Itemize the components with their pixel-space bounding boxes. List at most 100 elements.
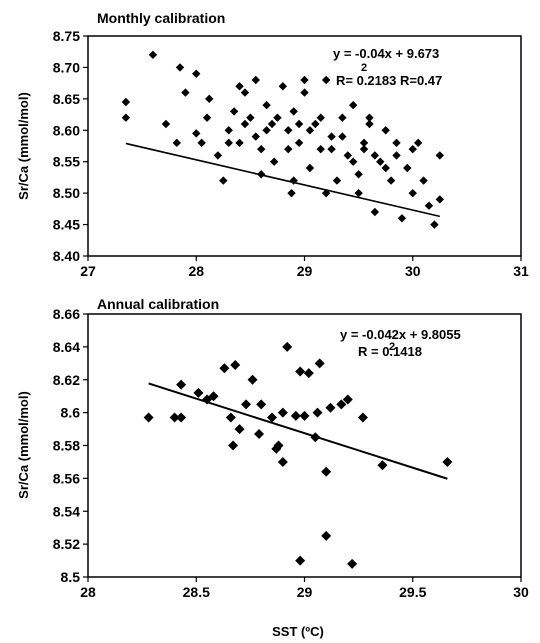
monthly-data-point bbox=[267, 119, 277, 129]
annual-x-tick-label: 28.5 bbox=[183, 584, 210, 600]
monthly-data-point bbox=[354, 170, 363, 179]
monthly-data-point bbox=[316, 144, 325, 154]
annual-equation: y = -0.042x + 9.8055 bbox=[340, 327, 461, 342]
monthly-axis-ticks: 27 28 29 30 31 8.40 8.45 8.50 8.55 8.60 8.65 8.70 8.… bbox=[53, 28, 529, 279]
monthly-x-tick-label: 31 bbox=[513, 263, 529, 279]
monthly-data-point bbox=[161, 119, 171, 129]
monthly-data-point bbox=[359, 138, 369, 148]
monthly-data-point bbox=[213, 151, 223, 160]
monthly-data-point bbox=[224, 126, 233, 135]
monthly-data-point bbox=[269, 157, 279, 166]
annual-y-tick-label: 8.5 bbox=[61, 569, 81, 585]
annual-data-point bbox=[442, 456, 453, 467]
annual-data-point bbox=[176, 412, 187, 423]
annual-data-point bbox=[254, 428, 265, 439]
monthly-data-point bbox=[408, 188, 417, 198]
annual-data-point bbox=[256, 399, 267, 410]
monthly-data-point bbox=[381, 126, 390, 135]
annual-data-point bbox=[219, 363, 230, 374]
annual-data-point bbox=[312, 407, 323, 418]
monthly-data-point bbox=[219, 176, 228, 185]
monthly-data-point bbox=[305, 163, 315, 173]
shared-x-axis-label: SST (ºC) bbox=[272, 624, 324, 639]
monthly-data-point bbox=[365, 113, 374, 122]
monthly-data-point bbox=[294, 138, 304, 148]
monthly-data-point bbox=[202, 113, 212, 122]
monthly-x-tick-label: 27 bbox=[80, 263, 96, 279]
monthly-data-point bbox=[349, 100, 358, 110]
annual-trendline bbox=[148, 382, 448, 480]
monthly-data-point bbox=[430, 220, 439, 229]
annual-data-point bbox=[347, 558, 358, 569]
monthly-data-point bbox=[175, 63, 185, 72]
monthly-data-point bbox=[284, 126, 293, 135]
monthly-data-point bbox=[287, 188, 296, 198]
annual-data-point bbox=[176, 379, 187, 390]
monthly-data-point bbox=[148, 50, 158, 60]
monthly-y-tick-label: 8.50 bbox=[53, 185, 80, 201]
monthly-data-point bbox=[386, 176, 396, 185]
monthly-data-point bbox=[251, 132, 260, 141]
monthly-chart: Monthly calibration Sr/Ca (mmol/mol) 27 2… bbox=[16, 10, 529, 279]
annual-axis-ticks: 28 28.5 29 29.5 30 8.5 8.52 8.54 8.56 8.58 8.6 8.62… bbox=[53, 306, 529, 600]
monthly-data-point bbox=[359, 144, 369, 154]
monthly-data-point bbox=[257, 144, 266, 154]
annual-data-point bbox=[377, 460, 388, 471]
monthly-data-point bbox=[205, 94, 214, 104]
monthly-y-tick-label: 8.65 bbox=[53, 91, 80, 107]
monthly-data-point bbox=[392, 151, 401, 160]
annual-data-point bbox=[241, 399, 252, 410]
annual-y-tick-label: 8.52 bbox=[53, 536, 80, 552]
monthly-data-point bbox=[365, 119, 374, 129]
annual-y-tick-label: 8.56 bbox=[53, 470, 80, 486]
annual-data-point bbox=[342, 394, 353, 405]
monthly-data-point bbox=[321, 75, 331, 85]
annual-data-point bbox=[314, 358, 325, 369]
monthly-data-point bbox=[381, 163, 390, 173]
monthly-data-point bbox=[235, 82, 244, 91]
monthly-data-point bbox=[305, 126, 315, 135]
monthly-title: Monthly calibration bbox=[97, 10, 225, 26]
annual-data-point bbox=[357, 412, 368, 423]
annual-data-point bbox=[282, 341, 293, 352]
monthly-y-axis-label: Sr/Ca (mmol/mol) bbox=[16, 92, 31, 200]
monthly-y-tick-label: 8.60 bbox=[53, 122, 80, 138]
monthly-data-point bbox=[251, 75, 260, 85]
monthly-data-point bbox=[332, 176, 342, 185]
annual-data-point bbox=[143, 412, 154, 423]
monthly-data-point bbox=[338, 132, 347, 141]
annual-title: Annual calibration bbox=[97, 296, 219, 312]
annual-data-point bbox=[325, 402, 336, 413]
monthly-data-point bbox=[278, 82, 288, 91]
monthly-data-point bbox=[294, 119, 304, 129]
monthly-r-values: R= 0.2183 R=0.47 bbox=[336, 73, 442, 88]
monthly-data-point bbox=[327, 144, 336, 154]
monthly-data-point bbox=[240, 119, 250, 129]
monthly-data-point bbox=[403, 163, 412, 173]
monthly-trendline bbox=[125, 142, 440, 218]
annual-r2-value: R = 0.1418 bbox=[358, 344, 422, 359]
monthly-data-point bbox=[284, 144, 293, 154]
annual-data-point bbox=[303, 368, 314, 379]
annual-y-tick-label: 8.66 bbox=[53, 306, 80, 322]
annual-data-point bbox=[277, 407, 288, 418]
annual-data-point bbox=[290, 410, 301, 421]
monthly-y-tick-label: 8.55 bbox=[53, 154, 80, 170]
monthly-data-point bbox=[235, 138, 244, 148]
monthly-data-points bbox=[121, 50, 445, 229]
monthly-y-tick-label: 8.40 bbox=[53, 248, 80, 264]
annual-data-point bbox=[267, 412, 278, 423]
monthly-data-point bbox=[192, 129, 201, 138]
monthly-data-point bbox=[343, 151, 352, 160]
annual-y-tick-label: 8.64 bbox=[53, 339, 80, 355]
monthly-data-point bbox=[240, 88, 250, 97]
monthly-data-point bbox=[181, 88, 190, 97]
monthly-data-point bbox=[419, 176, 428, 185]
monthly-data-point bbox=[392, 138, 401, 148]
monthly-data-point bbox=[349, 157, 358, 166]
annual-y-tick-label: 8.6 bbox=[61, 405, 81, 421]
annual-data-point bbox=[321, 530, 332, 541]
monthly-x-tick-label: 29 bbox=[297, 263, 313, 279]
annual-data-point bbox=[193, 387, 204, 398]
annual-y-tick-label: 8.62 bbox=[53, 372, 80, 388]
